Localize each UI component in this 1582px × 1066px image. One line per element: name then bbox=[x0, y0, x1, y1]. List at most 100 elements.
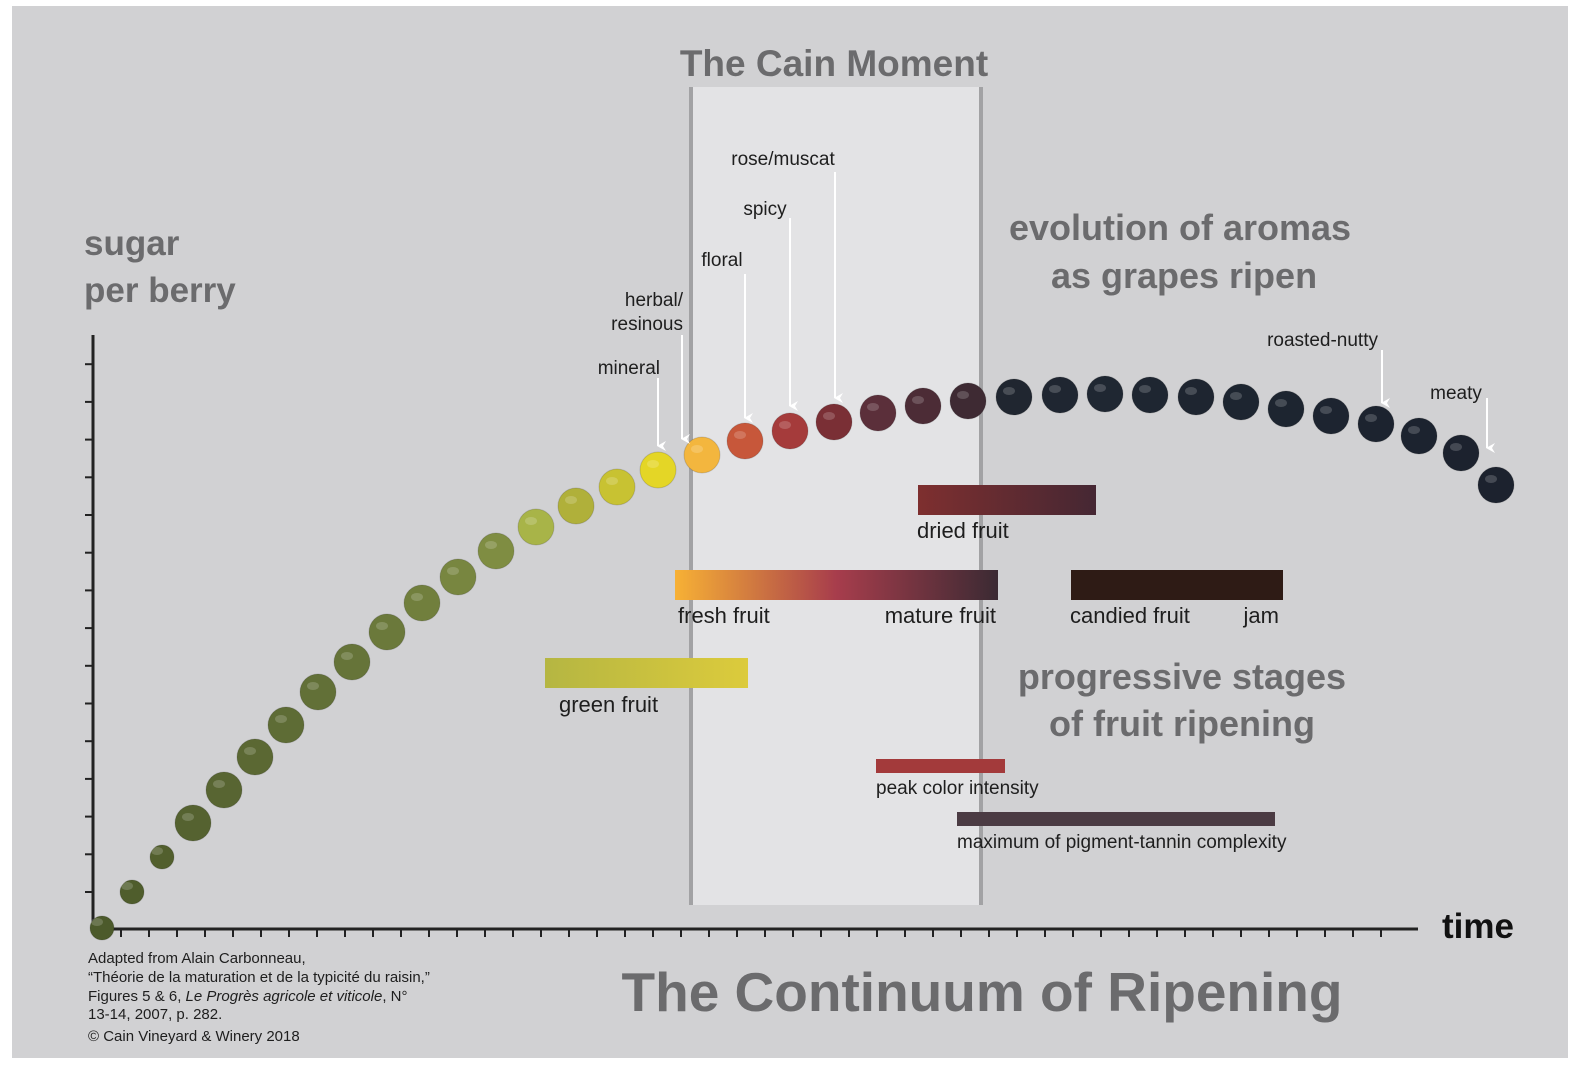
berry-shine bbox=[779, 421, 791, 429]
berry-shine bbox=[91, 918, 103, 926]
berry-shine bbox=[957, 391, 969, 399]
aroma: resinous bbox=[611, 314, 683, 335]
berry bbox=[478, 533, 514, 569]
credit-part: Le Progrès agricole et viticole bbox=[186, 988, 383, 1005]
berry-shine bbox=[1003, 387, 1015, 395]
berry-shine bbox=[647, 460, 659, 468]
stages-heading: of fruit ripening bbox=[1049, 703, 1315, 744]
berry-shine bbox=[151, 847, 163, 855]
berry bbox=[268, 707, 304, 743]
berry bbox=[1087, 376, 1123, 412]
credit-line: 13-14, 2007, p. 282. bbox=[88, 1006, 222, 1023]
stage-bar bbox=[545, 658, 748, 688]
berry bbox=[1223, 384, 1259, 420]
stage-label: jam bbox=[1243, 603, 1279, 628]
berry-shine bbox=[734, 431, 746, 439]
aroma: spicy bbox=[743, 199, 787, 220]
x-label: time bbox=[1442, 907, 1514, 946]
berry-shine bbox=[307, 682, 319, 690]
aroma: herbal/ bbox=[625, 290, 684, 311]
berry bbox=[334, 644, 370, 680]
aroma: mineral bbox=[598, 358, 660, 379]
aroma-heading: as grapes ripen bbox=[1051, 255, 1317, 296]
berry bbox=[369, 614, 405, 650]
stage-bar bbox=[957, 812, 1275, 826]
y-label: sugar bbox=[84, 224, 180, 263]
berry bbox=[772, 413, 808, 449]
berry bbox=[404, 585, 440, 621]
credit-line: Figures 5 & 6, Le Progrès agricole et vi… bbox=[88, 988, 407, 1005]
stage-bar bbox=[918, 485, 1096, 515]
stage-label: maximum of pigment-tannin complexity bbox=[957, 832, 1287, 853]
credit-line: “Théorie de la maturation et de la typic… bbox=[88, 969, 430, 986]
copyright: © Cain Vineyard & Winery 2018 bbox=[88, 1028, 300, 1045]
stage-bar bbox=[675, 570, 998, 600]
berry bbox=[175, 805, 211, 841]
stages-heading: progressive stages bbox=[1018, 656, 1346, 697]
stage-label: fresh fruit bbox=[678, 603, 770, 628]
aroma: floral bbox=[701, 250, 742, 271]
stage-label: green fruit bbox=[559, 692, 658, 717]
berry bbox=[300, 674, 336, 710]
berry-shine bbox=[1320, 406, 1332, 414]
berry bbox=[905, 388, 941, 424]
stage-bar bbox=[1071, 570, 1283, 600]
stage-label: mature fruit bbox=[885, 603, 996, 628]
berry-shine bbox=[1450, 443, 1462, 451]
page: The Cain Moment sugar per berry time evo… bbox=[0, 0, 1582, 1066]
berry bbox=[684, 437, 720, 473]
berry-shine bbox=[525, 517, 537, 525]
berry-shine bbox=[447, 567, 459, 575]
berry bbox=[860, 395, 896, 431]
berry-shine bbox=[341, 652, 353, 660]
berry bbox=[1478, 467, 1514, 503]
stage-bar bbox=[876, 759, 1005, 773]
berry-shine bbox=[411, 593, 423, 601]
berry-shine bbox=[1185, 387, 1197, 395]
berry bbox=[727, 423, 763, 459]
y-label: per berry bbox=[84, 271, 236, 310]
berry-shine bbox=[1230, 392, 1242, 400]
berry bbox=[440, 559, 476, 595]
berry-shine bbox=[1275, 399, 1287, 407]
berry bbox=[996, 379, 1032, 415]
berry-shine bbox=[867, 403, 879, 411]
berry bbox=[1313, 398, 1349, 434]
berry-shine bbox=[1365, 414, 1377, 422]
berry-shine bbox=[1049, 385, 1061, 393]
credit-part: Figures 5 & 6, bbox=[88, 988, 186, 1005]
stage-label: dried fruit bbox=[917, 518, 1009, 543]
berry bbox=[1443, 435, 1479, 471]
berry-shine bbox=[823, 412, 835, 420]
berry bbox=[1401, 418, 1437, 454]
aroma: roasted-nutty bbox=[1267, 330, 1378, 351]
berry-shine bbox=[1139, 385, 1151, 393]
berry bbox=[237, 739, 273, 775]
zone-title: The Cain Moment bbox=[680, 43, 988, 84]
berry-shine bbox=[485, 541, 497, 549]
berry-shine bbox=[376, 622, 388, 630]
berry bbox=[1268, 391, 1304, 427]
berry-shine bbox=[244, 747, 256, 755]
berry-shine bbox=[121, 882, 133, 890]
berry bbox=[558, 488, 594, 524]
berry-shine bbox=[182, 813, 194, 821]
berry bbox=[1042, 377, 1078, 413]
credit-line: Adapted from Alain Carbonneau, bbox=[88, 950, 306, 967]
berry bbox=[950, 383, 986, 419]
stage-label: peak color intensity bbox=[876, 778, 1039, 799]
berry-shine bbox=[606, 477, 618, 485]
berry-shine bbox=[275, 715, 287, 723]
berry bbox=[1132, 377, 1168, 413]
berry bbox=[816, 404, 852, 440]
berry-shine bbox=[213, 780, 225, 788]
berry-shine bbox=[912, 396, 924, 404]
berry bbox=[1358, 406, 1394, 442]
berry-shine bbox=[565, 496, 577, 504]
berry bbox=[206, 772, 242, 808]
berry bbox=[640, 452, 676, 488]
berry bbox=[599, 469, 635, 505]
aroma-heading: evolution of aromas bbox=[1009, 207, 1351, 248]
berry bbox=[1178, 379, 1214, 415]
berry-shine bbox=[691, 445, 703, 453]
